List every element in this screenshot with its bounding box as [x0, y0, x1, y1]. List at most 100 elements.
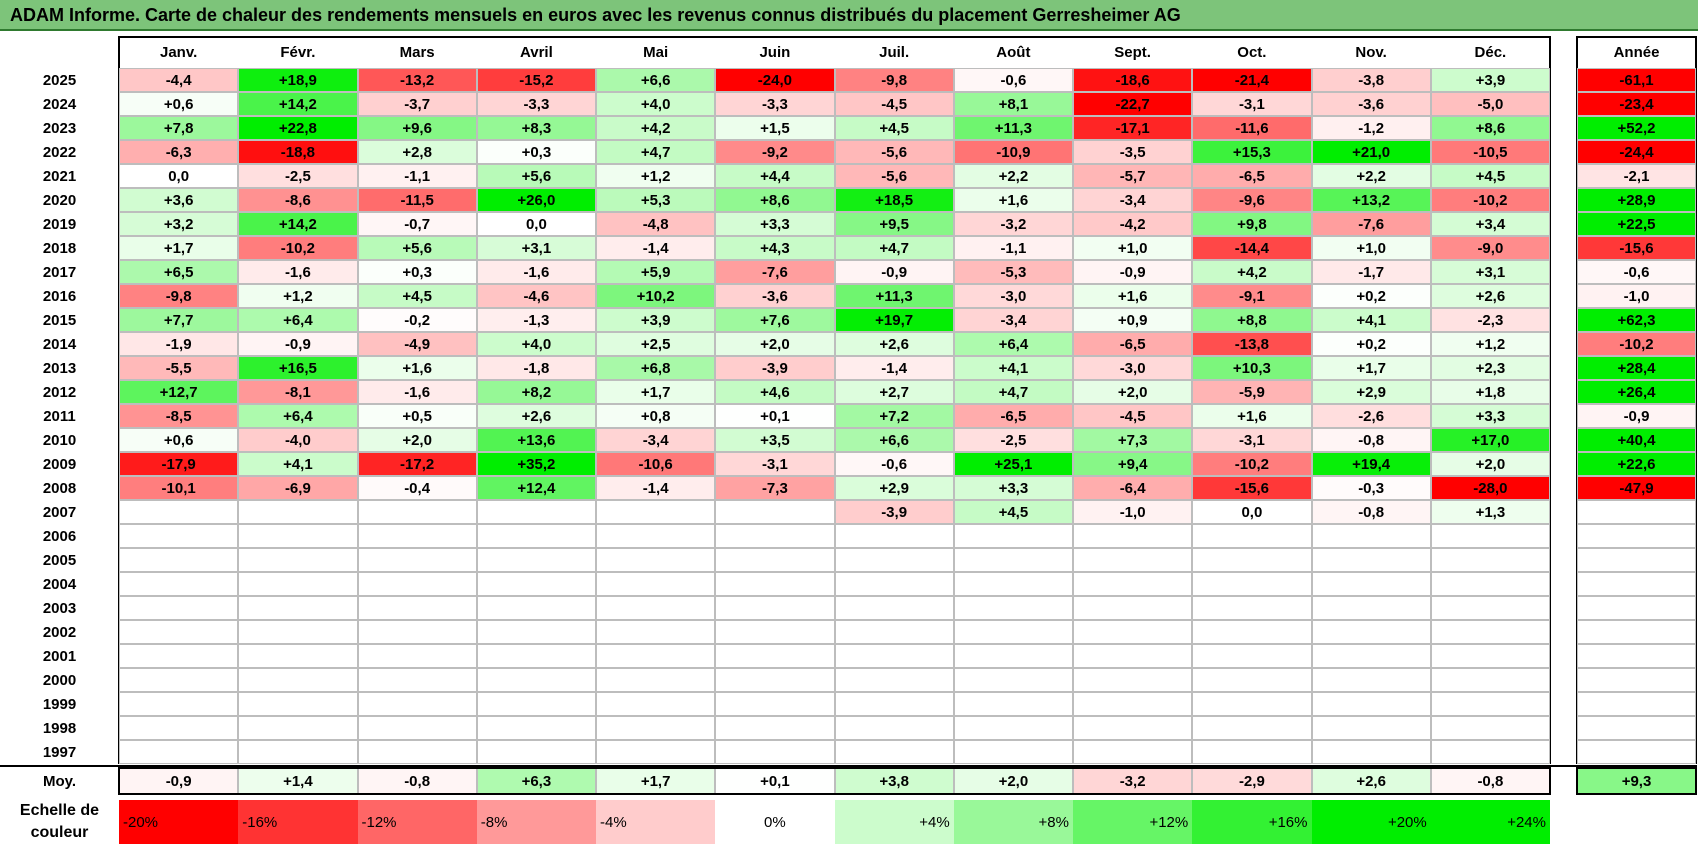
heatmap-cell: -21,4: [1192, 68, 1312, 92]
heatmap-cell: +2,9: [834, 476, 954, 500]
heatmap-cell: -3,9: [715, 356, 835, 380]
average-cell: -0,8: [357, 768, 477, 794]
heatmap-cell: +3,9: [1430, 68, 1550, 92]
heatmap-cell: [238, 596, 358, 620]
heatmap-cell: -0,2: [357, 308, 477, 332]
heatmap-cell: +2,8: [357, 140, 477, 164]
heatmap-cell: -6,5: [953, 404, 1073, 428]
heatmap-cell: +8,3: [476, 116, 596, 140]
year-label: 2013: [42, 359, 77, 377]
heatmap-cell: +4,2: [1192, 260, 1312, 284]
heatmap-cell: [1430, 548, 1550, 572]
heatmap-cell: -0,8: [1311, 500, 1431, 524]
heatmap-cell: +0,6: [119, 428, 239, 452]
heatmap-cell: [1311, 620, 1431, 644]
heatmap-cell: -8,6: [238, 188, 358, 212]
heatmap-cell: -1,6: [357, 380, 477, 404]
heatmap-cell: [1311, 692, 1431, 716]
average-cell: +6,3: [476, 768, 596, 794]
heatmap-cell: -4,8: [596, 212, 716, 236]
heatmap-cell: -3,4: [1073, 188, 1193, 212]
heatmap-cell: +26,0: [476, 188, 596, 212]
heatmap-cell: [834, 692, 954, 716]
heatmap-cell: -4,5: [1073, 404, 1193, 428]
heatmap-cell: [119, 740, 239, 764]
heatmap-cell: -10,2: [1192, 452, 1312, 476]
heatmap-cell: [834, 668, 954, 692]
heatmap-cell: -0,7: [357, 212, 477, 236]
heatmap-cell: +4,4: [715, 164, 835, 188]
heatmap-cell: 0,0: [476, 212, 596, 236]
heatmap-cell: [238, 668, 358, 692]
heatmap-cell: [596, 716, 716, 740]
legend-swatch: -4%: [596, 800, 716, 844]
annual-cell: -0,9: [1577, 404, 1696, 428]
heatmap-cell: -5,6: [834, 164, 954, 188]
heatmap-cell: +7,7: [119, 308, 239, 332]
heatmap-cell: [834, 716, 954, 740]
heatmap-cell: +4,0: [476, 332, 596, 356]
heatmap-cell: -10,9: [953, 140, 1073, 164]
heatmap-cell: -9,6: [1192, 188, 1312, 212]
heatmap-cell: [1430, 740, 1550, 764]
heatmap-cell: [1430, 668, 1550, 692]
heatmap-cell: -3,1: [715, 452, 835, 476]
heatmap-cell: -11,6: [1192, 116, 1312, 140]
annual-cell: +28,9: [1577, 188, 1696, 212]
heatmap-cell: [1311, 548, 1431, 572]
heatmap-cell: [119, 644, 239, 668]
annual-cell: [1577, 692, 1696, 716]
year-label: 1999: [42, 695, 77, 713]
heatmap-cell: -4,4: [119, 68, 239, 92]
heatmap-cell: [834, 548, 954, 572]
heatmap-cell: -24,0: [715, 68, 835, 92]
heatmap-cell: +13,6: [476, 428, 596, 452]
heatmap-cell: [834, 596, 954, 620]
heatmap-cell: -1,1: [357, 164, 477, 188]
heatmap-cell: +3,3: [1430, 404, 1550, 428]
heatmap-cell: [834, 620, 954, 644]
heatmap-cell: +8,8: [1192, 308, 1312, 332]
heatmap-cell: -7,6: [1311, 212, 1431, 236]
heatmap-cell: [596, 596, 716, 620]
legend-swatch: -20%: [119, 800, 239, 844]
heatmap-cell: -1,0: [1073, 500, 1193, 524]
heatmap-cell: -2,5: [238, 164, 358, 188]
heatmap-cell: -6,3: [119, 140, 239, 164]
heatmap-cell: -0,6: [953, 68, 1073, 92]
heatmap-cell: [357, 524, 477, 548]
legend-swatch: -16%: [238, 800, 358, 844]
heatmap-cell: [476, 572, 596, 596]
heatmap-cell: [1192, 524, 1312, 548]
month-header: Déc.: [1474, 43, 1507, 61]
legend-swatch: +12%: [1073, 800, 1193, 844]
annual-average-cell: +9,3: [1577, 768, 1696, 794]
heatmap-cell: [1192, 620, 1312, 644]
heatmap-cell: [1073, 524, 1193, 548]
annual-cell: [1577, 572, 1696, 596]
annual-cell: -24,4: [1577, 140, 1696, 164]
heatmap-cell: +5,3: [596, 188, 716, 212]
heatmap-cell: -3,1: [1192, 428, 1312, 452]
heatmap-cell: -0,9: [238, 332, 358, 356]
heatmap-cell: +2,0: [715, 332, 835, 356]
heatmap-cell: +0,5: [357, 404, 477, 428]
heatmap-cell: [1430, 620, 1550, 644]
heatmap-cell: +4,5: [834, 116, 954, 140]
heatmap-cell: +2,0: [357, 428, 477, 452]
heatmap-cell: +16,5: [238, 356, 358, 380]
heatmap-cell: +8,2: [476, 380, 596, 404]
average-cell: +1,7: [596, 768, 716, 794]
heatmap-cell: +0,3: [476, 140, 596, 164]
heatmap-cell: +1,5: [715, 116, 835, 140]
heatmap-cell: +7,8: [119, 116, 239, 140]
year-label: 2012: [42, 383, 77, 401]
heatmap-cell: [119, 572, 239, 596]
heatmap-cell: -9,1: [1192, 284, 1312, 308]
year-label: 2004: [42, 575, 77, 593]
heatmap-cell: +3,3: [953, 476, 1073, 500]
year-label: 2007: [42, 503, 77, 521]
average-cell: +3,8: [834, 768, 954, 794]
heatmap-cell: -3,1: [1192, 92, 1312, 116]
heatmap-cell: +4,2: [596, 116, 716, 140]
